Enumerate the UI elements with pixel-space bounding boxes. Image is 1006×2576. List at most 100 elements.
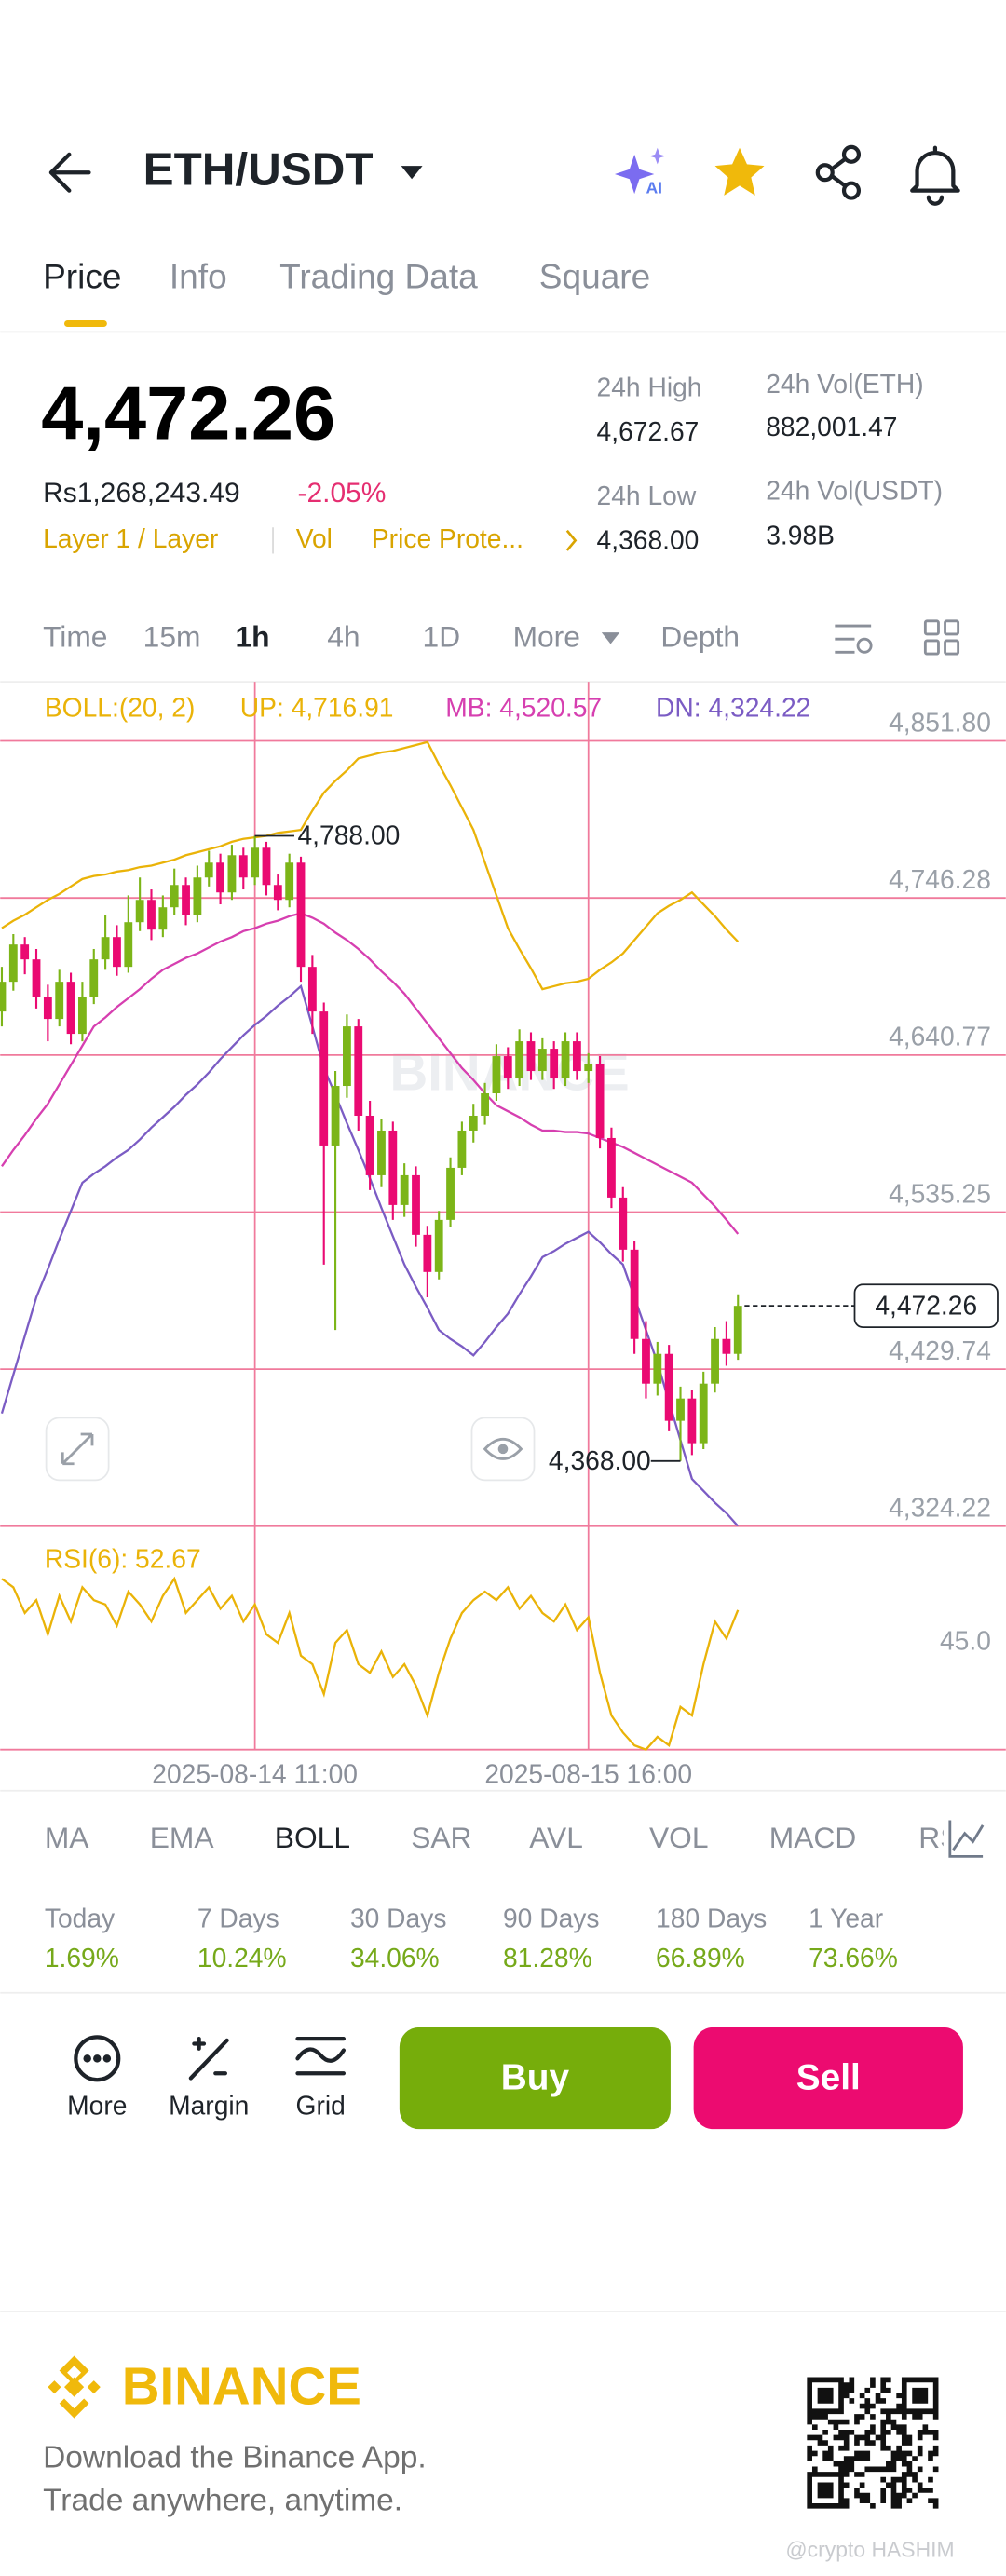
candle-body — [8, 944, 18, 983]
y-tick-label: 4,324.22 — [889, 1493, 991, 1523]
margin-icon[interactable] — [188, 2037, 229, 2081]
sell-label[interactable]: Sell — [796, 2058, 861, 2098]
y-tick-label: 4,429.74 — [889, 1335, 991, 1365]
tab[interactable]: Price — [43, 257, 121, 296]
period-return: 66.89% — [656, 1943, 745, 1973]
candle-body — [262, 847, 271, 886]
period-label: 30 Days — [350, 1904, 447, 1933]
tool-label[interactable]: Grid — [296, 2091, 346, 2121]
stat-value: 4,368.00 — [597, 525, 700, 555]
interval[interactable]: 1h — [235, 620, 269, 654]
candle-body — [182, 885, 190, 915]
stat-label: 24h Vol(USDT) — [766, 476, 943, 506]
ai-button[interactable]: AI — [614, 147, 666, 197]
pair-dropdown[interactable] — [401, 166, 423, 180]
candle-body — [423, 1234, 432, 1272]
tool-labels: More Margin Grid — [67, 2091, 346, 2121]
last-price-tag[interactable] — [853, 1283, 999, 1328]
stat-value: 4,672.67 — [597, 416, 700, 446]
candle-body — [89, 959, 99, 997]
layout-button[interactable] — [923, 619, 960, 656]
favorite-star[interactable] — [714, 147, 765, 196]
interval[interactable]: 4h — [327, 620, 360, 654]
interval[interactable]: 1D — [423, 620, 461, 654]
interval[interactable]: Depth — [660, 620, 740, 654]
candle-body — [642, 1338, 650, 1384]
last-price-label: 4,472.26 — [875, 1290, 977, 1320]
visibility-button[interactable] — [470, 1417, 536, 1482]
annotation: 4,368.00 — [549, 1445, 651, 1475]
tab[interactable]: Trading Data — [279, 257, 478, 296]
tag[interactable]: Layer 1 / Layer — [43, 523, 218, 553]
candle-body — [354, 1026, 363, 1116]
indicator-tab[interactable]: EMA — [150, 1821, 215, 1854]
more-icon[interactable] — [74, 2035, 121, 2082]
chart-settings[interactable] — [835, 624, 873, 654]
share-button[interactable] — [815, 144, 862, 200]
tab-underline — [64, 319, 107, 328]
indicator-tab[interactable]: MACD — [769, 1821, 856, 1854]
rsi-line — [1, 1576, 740, 1752]
candle-body — [492, 1056, 501, 1094]
interval[interactable]: More — [513, 620, 580, 654]
period-return: 10.24% — [197, 1943, 287, 1973]
stat-label: 24h Vol(ETH) — [766, 369, 923, 399]
price-change: -2.05% — [297, 478, 386, 508]
stat-value: 3.98B — [766, 520, 835, 549]
interval[interactable]: Time — [43, 620, 107, 654]
fullscreen-button[interactable] — [45, 1417, 110, 1482]
tag-arrow[interactable] — [565, 529, 578, 551]
indicator-tab[interactable]: VOL — [649, 1821, 709, 1854]
candle-body — [124, 922, 133, 968]
candle-body — [377, 1130, 386, 1175]
alert-bell[interactable] — [910, 145, 960, 206]
period-return: 73.66% — [809, 1943, 898, 1973]
candle-body — [469, 1115, 478, 1131]
candle-body — [515, 1041, 524, 1079]
candle-body — [550, 1049, 559, 1079]
tag[interactable]: Price Prote... — [372, 523, 523, 553]
buy-label[interactable]: Buy — [501, 2058, 570, 2098]
footer-text: Download the Binance App. — [43, 2441, 427, 2475]
candle-body — [307, 967, 317, 1012]
tab[interactable]: Info — [170, 257, 227, 296]
indicator-settings[interactable] — [948, 1820, 985, 1858]
y-tick-label: 4,535.25 — [889, 1178, 991, 1208]
candle-body — [158, 907, 168, 930]
grid-icon[interactable] — [295, 2037, 347, 2076]
candle-body — [619, 1197, 628, 1250]
back-button[interactable] — [48, 152, 91, 193]
sell-button[interactable] — [693, 2027, 963, 2130]
candle-body — [216, 862, 224, 893]
indicator-tab[interactable]: SAR — [411, 1821, 471, 1854]
candle-body — [711, 1338, 719, 1384]
candle-body — [0, 982, 7, 1012]
candle-body — [630, 1249, 639, 1339]
indicator-tab[interactable]: BOLL — [275, 1821, 350, 1854]
interval[interactable]: 15m — [143, 620, 201, 654]
legend-entry: DN: 4,324.22 — [656, 693, 810, 723]
candle-body — [584, 1064, 593, 1072]
candle-body — [537, 1049, 547, 1072]
candle-body — [653, 1353, 662, 1384]
tool-label[interactable]: Margin — [169, 2091, 249, 2121]
candle-body — [238, 855, 248, 878]
indicator-tab[interactable]: AVL — [529, 1821, 583, 1854]
buy-button[interactable] — [399, 2027, 671, 2130]
tool-label[interactable]: More — [67, 2091, 127, 2121]
candle-body — [687, 1398, 697, 1444]
annotation: 4,788.00 — [297, 820, 400, 850]
pair-title[interactable]: ETH/USDT — [143, 143, 374, 195]
tab[interactable]: Square — [539, 257, 650, 296]
x-tick-label: 2025-08-15 16:00 — [484, 1758, 692, 1788]
candle-body — [664, 1353, 673, 1421]
indicator-tab[interactable]: RSI — [918, 1821, 968, 1854]
fiat-price: Rs1,268,243.49 — [43, 478, 240, 508]
candlestick-chart: BOLL:(20, 2) BINANCE RSI(6): 52.67 4,851… — [0, 682, 1006, 1788]
tag[interactable]: Vol — [296, 523, 333, 553]
more-dropdown[interactable] — [601, 632, 620, 644]
indicator-tab[interactable]: MA — [45, 1821, 89, 1854]
candle-body — [55, 982, 64, 1020]
period-label: 1 Year — [809, 1904, 883, 1933]
